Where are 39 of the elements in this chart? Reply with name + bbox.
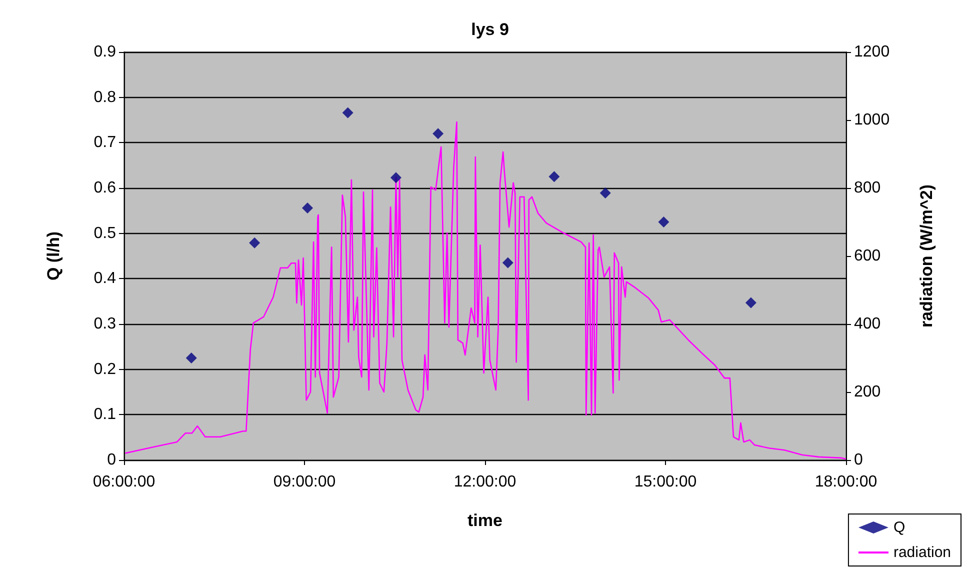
x-tick-label: 18:00:00 bbox=[814, 474, 878, 490]
point bbox=[548, 171, 560, 182]
point bbox=[302, 202, 314, 214]
x-tick-label: 06:00:00 bbox=[92, 474, 156, 490]
point bbox=[186, 352, 197, 364]
y-tick-label: 0.5 bbox=[94, 224, 116, 242]
y2-tick-label: 1000 bbox=[854, 112, 890, 128]
y-tick-label: 0.6 bbox=[94, 180, 116, 196]
y-tick-label: 0.9 bbox=[94, 44, 116, 60]
y-tick-label: 0 bbox=[107, 452, 116, 468]
point bbox=[502, 257, 514, 268]
point bbox=[600, 187, 611, 198]
y-tick-label: 0.3 bbox=[94, 316, 116, 332]
x-axis-title: time bbox=[468, 511, 502, 530]
y-tick-label: 0.1 bbox=[94, 406, 116, 424]
x-tick-label: 12:00:00 bbox=[454, 474, 516, 490]
y2-tick-label: 600 bbox=[854, 248, 881, 264]
point bbox=[658, 216, 670, 228]
point bbox=[745, 297, 756, 308]
y2-tick-label: 200 bbox=[854, 384, 881, 400]
legend-label: Q bbox=[893, 519, 906, 536]
point bbox=[390, 172, 402, 184]
y-axis-title: Q (l/h) bbox=[44, 231, 63, 281]
y-tick-label: 0.7 bbox=[94, 134, 116, 152]
y2-axis-title: radiation (W/m^2) bbox=[917, 184, 936, 328]
point bbox=[342, 107, 354, 118]
point bbox=[249, 237, 260, 248]
x-tick-label: 15:00:00 bbox=[634, 474, 697, 490]
chart-title: lys 9 bbox=[471, 20, 509, 39]
y-tick-label: 0.2 bbox=[94, 360, 116, 378]
y-tick-label: 0.8 bbox=[94, 88, 116, 106]
y2-tick-label: 1200 bbox=[854, 44, 890, 60]
x-tick-label: 09:00:00 bbox=[273, 474, 336, 490]
y-tick-label: 0.4 bbox=[94, 270, 116, 288]
y2-tick-label: 800 bbox=[854, 180, 881, 196]
legend-label: radiation bbox=[893, 544, 952, 561]
point bbox=[432, 128, 444, 140]
y2-tick-label: 0 bbox=[854, 452, 863, 468]
y2-tick-label: 400 bbox=[854, 316, 881, 332]
